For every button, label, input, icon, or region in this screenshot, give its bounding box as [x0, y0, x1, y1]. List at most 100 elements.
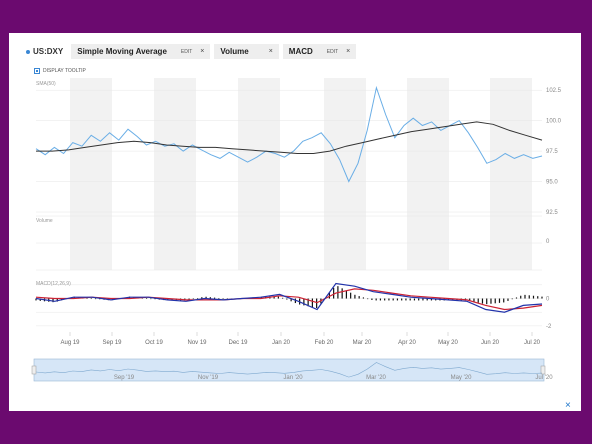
macd-chip-label: MACD: [288, 47, 313, 56]
macd-histogram-bar: [311, 298, 313, 308]
macd-edit-button[interactable]: EDIT: [326, 48, 339, 55]
macd-histogram-bar: [469, 298, 471, 301]
price-line: [35, 85, 543, 183]
macd-histogram-bar: [371, 298, 373, 301]
macd-histogram-bar: [503, 298, 505, 303]
navigator-line: [35, 362, 543, 378]
macd-histogram-bar: [498, 298, 501, 303]
close-icon[interactable]: ×: [565, 400, 571, 411]
x-tick-label: Aug 19: [60, 340, 80, 346]
macd-histogram-bar: [201, 297, 203, 299]
macd-histogram-bar: [273, 296, 275, 299]
x-tick-label: May 20: [438, 340, 458, 346]
x-tick-label: Oct 19: [145, 340, 163, 346]
x-tick-label: Mar 20: [353, 340, 372, 346]
macd-histogram-bar: [354, 294, 356, 299]
macd-histogram-bar: [94, 298, 97, 300]
macd-histogram-bar: [430, 298, 433, 301]
macd-histogram-bar: [413, 298, 416, 301]
price-tick-label: 97.5: [546, 149, 558, 155]
month-band: [324, 78, 366, 270]
macd-histogram-bar: [209, 297, 211, 299]
x-tick-label: Jul 20: [524, 340, 541, 346]
volume-chip-label: Volume: [220, 47, 249, 56]
macd-histogram-bar: [452, 298, 454, 301]
macd-histogram-bar: [350, 292, 352, 299]
macd-histogram-bar: [286, 298, 288, 300]
navigator-left-handle[interactable]: [31, 365, 37, 375]
macd-histogram-bar: [379, 298, 382, 301]
macd-histogram-bar: [307, 298, 309, 307]
macd-tick-label: -2: [546, 324, 552, 330]
price-tick-label: 92.5: [546, 210, 558, 216]
x-tick-label: Nov 19: [187, 340, 207, 346]
macd-histogram-bar: [537, 296, 539, 299]
macd-histogram-bar: [35, 298, 37, 301]
symbol-label[interactable]: US:DXY: [26, 47, 63, 56]
macd-histogram-bar: [396, 298, 399, 301]
x-tick-label: Dec 19: [228, 340, 248, 346]
macd-histogram-bar: [52, 298, 54, 303]
macd-histogram-bar: [409, 298, 411, 301]
macd-histogram-bar: [401, 298, 403, 301]
x-tick-label: Sep 19: [102, 340, 122, 346]
macd-histogram-bar: [150, 298, 152, 300]
macd-histogram-bar: [218, 298, 220, 299]
macd-histogram-bar: [282, 297, 284, 299]
macd-histogram-bar: [56, 298, 58, 302]
macd-histogram-bar: [515, 297, 518, 299]
volume-remove-icon[interactable]: ×: [268, 48, 273, 55]
macd-histogram-bar: [541, 296, 543, 299]
indicator-toolbar: US:DXY Simple Moving Average EDIT × Volu…: [26, 44, 360, 59]
macd-histogram-bar: [418, 298, 420, 301]
macd-histogram-bar: [392, 298, 394, 301]
macd-histogram-bar: [528, 295, 530, 299]
x-tick-label: Jan 20: [272, 340, 291, 346]
macd-histogram-bar: [358, 296, 360, 299]
macd-histogram-bar: [226, 298, 228, 300]
price-tick-label: 95.0: [546, 180, 558, 186]
navigator-tick-label: Sep '19: [114, 375, 135, 381]
macd-histogram-bar: [494, 298, 496, 304]
tooltip-toggle[interactable]: DISPLAY TOOLTIP: [34, 68, 86, 74]
macd-histogram-bar: [99, 298, 101, 300]
navigator-tick-label: Nov '19: [198, 375, 219, 381]
volume-panel-label: Volume: [36, 218, 53, 224]
sma-chip[interactable]: Simple Moving Average EDIT ×: [71, 44, 211, 59]
volume-chip[interactable]: Volume ×: [214, 44, 279, 59]
macd-histogram-bar: [388, 298, 390, 301]
macd-histogram-bar: [473, 298, 475, 302]
macd-histogram-bar: [486, 298, 488, 305]
volume-tick-label: 0: [546, 239, 550, 245]
macd-histogram-bar: [511, 298, 513, 300]
tooltip-checkbox[interactable]: [34, 68, 40, 74]
macd-histogram-bar: [375, 298, 377, 301]
navigator-right-handle[interactable]: [540, 365, 546, 375]
macd-remove-icon[interactable]: ×: [346, 48, 351, 55]
symbol-text: US:DXY: [33, 47, 64, 56]
macd-histogram-bar: [171, 298, 173, 301]
macd-histogram-bar: [426, 298, 428, 301]
macd-histogram-bar: [362, 297, 365, 299]
series-dot-icon: [26, 49, 30, 54]
macd-histogram-bar: [303, 298, 305, 306]
macd-histogram-bar: [277, 296, 279, 299]
macd-chip[interactable]: MACD EDIT ×: [282, 44, 357, 59]
navigator-tick-label: Jan '20: [283, 375, 303, 381]
macd-histogram-bar: [333, 287, 335, 299]
sma-remove-icon[interactable]: ×: [200, 48, 205, 55]
macd-histogram-bar: [405, 298, 407, 301]
macd-histogram-bar: [520, 295, 522, 299]
macd-tick-label: 0: [546, 297, 550, 303]
macd-histogram-bar: [222, 298, 224, 300]
sma-edit-button[interactable]: EDIT: [180, 48, 193, 55]
price-tick-label: 100.0: [546, 119, 562, 125]
macd-histogram-bar: [481, 298, 484, 304]
x-tick-label: Feb 20: [315, 340, 334, 346]
tooltip-label: DISPLAY TOOLTIP: [43, 68, 86, 74]
macd-histogram-bar: [507, 298, 509, 301]
sma-panel-label: SMA(50): [36, 81, 56, 87]
macd-histogram-bar: [367, 298, 369, 300]
macd-histogram-bar: [532, 295, 535, 299]
